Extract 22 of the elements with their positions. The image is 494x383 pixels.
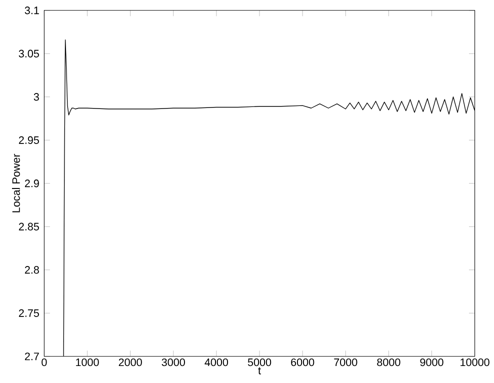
x-axis-title: t xyxy=(258,368,261,375)
x-tick-label: 3000 xyxy=(162,358,185,366)
x-tick-label: 2000 xyxy=(118,358,142,366)
y-tick-label: 2.95 xyxy=(18,136,39,144)
x-tick-label: 6000 xyxy=(291,358,314,366)
x-tick-label: 4000 xyxy=(204,358,228,366)
y-tick-label: 3.1 xyxy=(24,6,39,14)
x-tick-label: 5000 xyxy=(248,358,272,366)
x-tick-label: 9000 xyxy=(420,358,444,366)
y-tick-label: 2.85 xyxy=(18,223,39,231)
y-tick-label: 2.75 xyxy=(18,310,39,318)
y-tick-label: 2.8 xyxy=(24,266,39,274)
y-axis-title: Local Power xyxy=(12,154,20,212)
y-tick-label: 3 xyxy=(34,93,39,101)
x-tick-label: 1000 xyxy=(76,358,99,366)
y-tick-label: 3.05 xyxy=(18,50,39,58)
x-tick-label: 0 xyxy=(42,358,47,366)
x-tick-label: 7000 xyxy=(334,358,358,366)
x-tick-label: 8000 xyxy=(377,358,400,366)
x-tick-label: 10000 xyxy=(460,358,490,366)
y-tick-label: 2.9 xyxy=(24,180,39,188)
y-tick-label: 2.7 xyxy=(24,352,39,360)
